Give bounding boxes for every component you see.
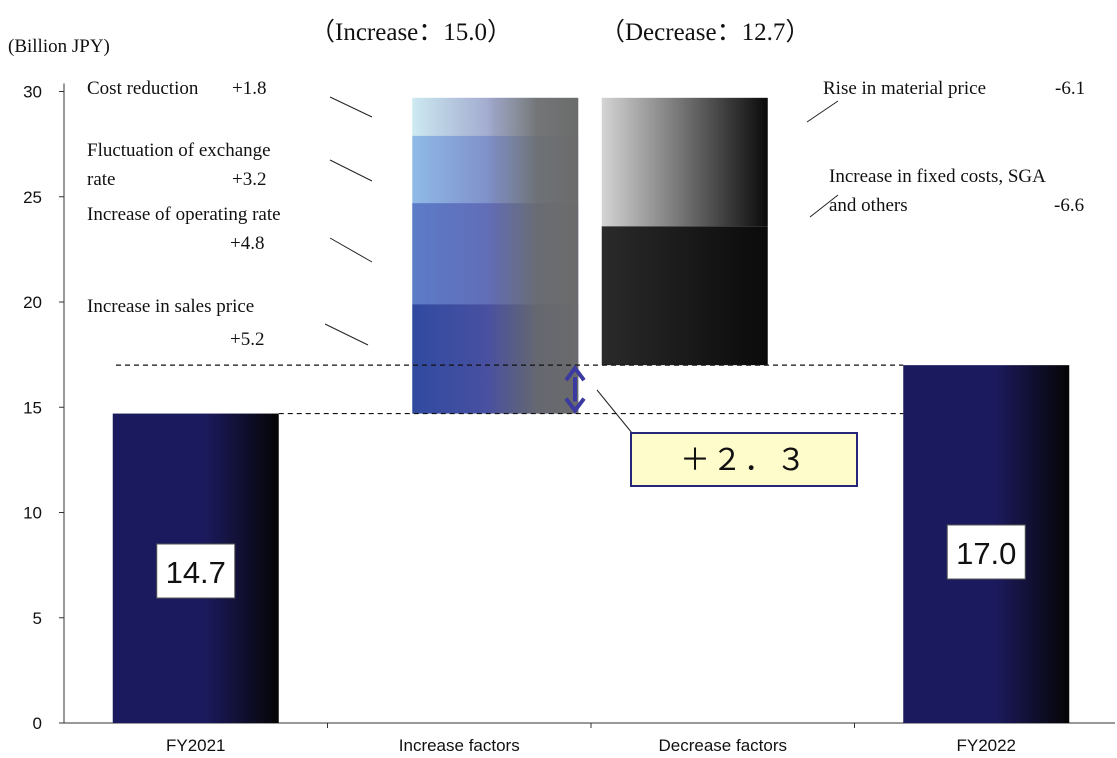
x-tick-label: Increase factors xyxy=(399,736,520,755)
increase-factor-leader xyxy=(329,159,373,182)
decrease-factor-leader xyxy=(809,194,839,218)
increase-factor-label: Fluctuation of exchange xyxy=(87,140,271,161)
x-tick-label: Decrease factors xyxy=(659,736,788,755)
y-tick-label: 10 xyxy=(23,504,42,523)
decrease-factor-value: -6.1 xyxy=(1055,78,1085,99)
increase-factor-value: +3.2 xyxy=(232,169,266,190)
increase-factor-leader xyxy=(329,237,373,263)
x-tick-label: FY2021 xyxy=(166,736,226,755)
increase-factor-leader xyxy=(324,323,369,346)
increase-factor-label: Cost reduction xyxy=(87,78,199,99)
decrease-factor-label: Rise in material price xyxy=(823,78,986,99)
y-tick-label: 30 xyxy=(23,83,42,102)
increase-factor-value: +5.2 xyxy=(230,329,264,350)
callout-leader xyxy=(596,389,633,434)
y-axis-title: (Billion JPY) xyxy=(8,36,110,57)
total-value-box xyxy=(156,543,236,599)
increase-factor-value: +1.8 xyxy=(232,78,266,99)
decrease-segment-bar xyxy=(601,226,768,366)
increase-factor-label: Increase of operating rate xyxy=(87,204,281,225)
change-arrow-head-down xyxy=(564,397,586,414)
increase-factor-leader xyxy=(329,96,373,118)
change-arrow-head-up xyxy=(564,364,586,382)
y-tick-label: 15 xyxy=(23,398,42,417)
total-value-label: 17.0 xyxy=(956,536,1016,571)
total-value-label: 14.7 xyxy=(166,555,226,590)
y-tick-label: 5 xyxy=(33,609,42,628)
increase-factor-value: +4.8 xyxy=(230,233,264,254)
decrease-segment-bar xyxy=(601,97,768,227)
increase-factor-label: Increase in sales price xyxy=(87,296,254,317)
x-tick-label: FY2022 xyxy=(956,736,1016,755)
decrease-factor-label: and others xyxy=(829,195,908,216)
decrease-factor-leader xyxy=(806,100,839,123)
decrease-factor-value: -6.6 xyxy=(1054,195,1084,216)
y-tick-label: 25 xyxy=(23,188,42,207)
decrease-factor-label: Increase in fixed costs, SGA xyxy=(829,166,1046,187)
increase-fade-overlay xyxy=(412,97,579,414)
total-value-box xyxy=(946,524,1026,580)
increase-factor-label: rate xyxy=(87,169,115,190)
decrease-total-label: （Decrease：12.7） xyxy=(600,18,810,46)
increase-total-label: （Increase：15.0） xyxy=(310,18,512,46)
y-tick-label: 0 xyxy=(33,714,42,733)
y-tick-label: 20 xyxy=(23,293,42,312)
change-callout-label: ＋２．３ xyxy=(680,444,808,477)
change-callout-box xyxy=(630,432,858,487)
